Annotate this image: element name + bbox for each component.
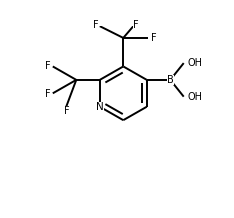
Text: F: F xyxy=(64,106,70,116)
Text: OH: OH xyxy=(188,58,203,68)
Text: F: F xyxy=(45,89,51,99)
Text: F: F xyxy=(45,61,51,71)
Text: N: N xyxy=(96,102,104,112)
Text: B: B xyxy=(167,75,174,85)
Text: OH: OH xyxy=(188,92,203,102)
Text: F: F xyxy=(133,20,139,30)
Text: F: F xyxy=(151,33,156,43)
Text: F: F xyxy=(93,20,99,30)
